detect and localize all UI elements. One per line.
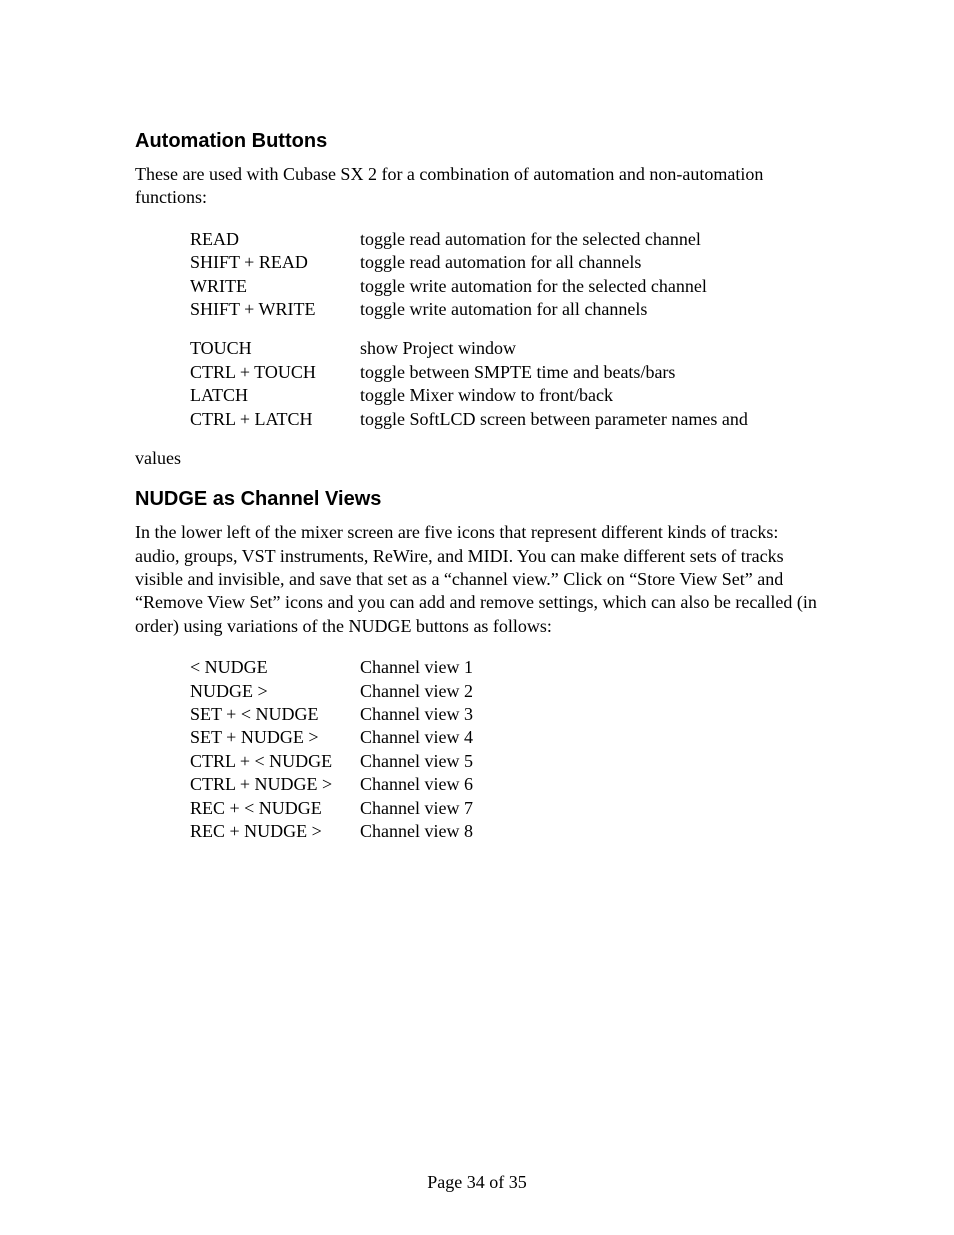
automation-key: CTRL + LATCH <box>135 408 360 431</box>
automation-key: LATCH <box>135 384 360 407</box>
nudge-row: SET + NUDGE >Channel view 4 <box>135 726 819 749</box>
nudge-key: CTRL + < NUDGE <box>135 750 360 773</box>
automation-desc: show Project window <box>360 337 819 360</box>
nudge-desc: Channel view 6 <box>360 773 819 796</box>
automation-buttons-heading: Automation Buttons <box>135 130 819 153</box>
nudge-desc: Channel view 5 <box>360 750 819 773</box>
nudge-heading: NUDGE as Channel Views <box>135 488 819 511</box>
automation-row: READtoggle read automation for the selec… <box>135 228 819 251</box>
page-footer: Page 34 of 35 <box>0 1172 954 1193</box>
nudge-row: REC + < NUDGEChannel view 7 <box>135 797 819 820</box>
automation-desc: toggle read automation for all channels <box>360 251 819 274</box>
automation-key: TOUCH <box>135 337 360 360</box>
automation-key: SHIFT + WRITE <box>135 298 360 321</box>
automation-trailing-text: values <box>135 447 819 470</box>
automation-key: CTRL + TOUCH <box>135 361 360 384</box>
automation-desc: toggle Mixer window to front/back <box>360 384 819 407</box>
document-page: Automation Buttons These are used with C… <box>0 0 954 1235</box>
nudge-rows: < NUDGEChannel view 1NUDGE >Channel view… <box>135 656 819 843</box>
nudge-key: NUDGE > <box>135 680 360 703</box>
automation-desc: toggle between SMPTE time and beats/bars <box>360 361 819 384</box>
automation-desc: toggle write automation for all channels <box>360 298 819 321</box>
automation-row: CTRL + LATCHtoggle SoftLCD screen betwee… <box>135 408 819 431</box>
nudge-row: SET + < NUDGEChannel view 3 <box>135 703 819 726</box>
automation-row: TOUCHshow Project window <box>135 337 819 360</box>
automation-desc: toggle write automation for the selected… <box>360 275 819 298</box>
automation-key: READ <box>135 228 360 251</box>
automation-row: SHIFT + READtoggle read automation for a… <box>135 251 819 274</box>
nudge-key: < NUDGE <box>135 656 360 679</box>
automation-row: CTRL + TOUCHtoggle between SMPTE time an… <box>135 361 819 384</box>
automation-desc: toggle SoftLCD screen between parameter … <box>360 408 819 431</box>
nudge-desc: Channel view 8 <box>360 820 819 843</box>
nudge-row: CTRL + NUDGE >Channel view 6 <box>135 773 819 796</box>
nudge-desc: Channel view 3 <box>360 703 819 726</box>
nudge-desc: Channel view 2 <box>360 680 819 703</box>
nudge-row: NUDGE >Channel view 2 <box>135 680 819 703</box>
nudge-key: REC + NUDGE > <box>135 820 360 843</box>
nudge-desc: Channel view 1 <box>360 656 819 679</box>
automation-desc: toggle read automation for the selected … <box>360 228 819 251</box>
automation-row: WRITEtoggle write automation for the sel… <box>135 275 819 298</box>
nudge-row: REC + NUDGE >Channel view 8 <box>135 820 819 843</box>
automation-key: SHIFT + READ <box>135 251 360 274</box>
automation-row: SHIFT + WRITEtoggle write automation for… <box>135 298 819 321</box>
nudge-row: < NUDGEChannel view 1 <box>135 656 819 679</box>
nudge-key: CTRL + NUDGE > <box>135 773 360 796</box>
automation-key: WRITE <box>135 275 360 298</box>
automation-buttons-intro: These are used with Cubase SX 2 for a co… <box>135 163 819 210</box>
automation-group-1: READtoggle read automation for the selec… <box>135 228 819 322</box>
nudge-row: CTRL + < NUDGEChannel view 5 <box>135 750 819 773</box>
nudge-desc: Channel view 7 <box>360 797 819 820</box>
nudge-key: SET + < NUDGE <box>135 703 360 726</box>
automation-group-2: TOUCHshow Project windowCTRL + TOUCHtogg… <box>135 337 819 431</box>
nudge-intro: In the lower left of the mixer screen ar… <box>135 521 819 638</box>
automation-row: LATCHtoggle Mixer window to front/back <box>135 384 819 407</box>
nudge-key: REC + < NUDGE <box>135 797 360 820</box>
nudge-key: SET + NUDGE > <box>135 726 360 749</box>
nudge-desc: Channel view 4 <box>360 726 819 749</box>
